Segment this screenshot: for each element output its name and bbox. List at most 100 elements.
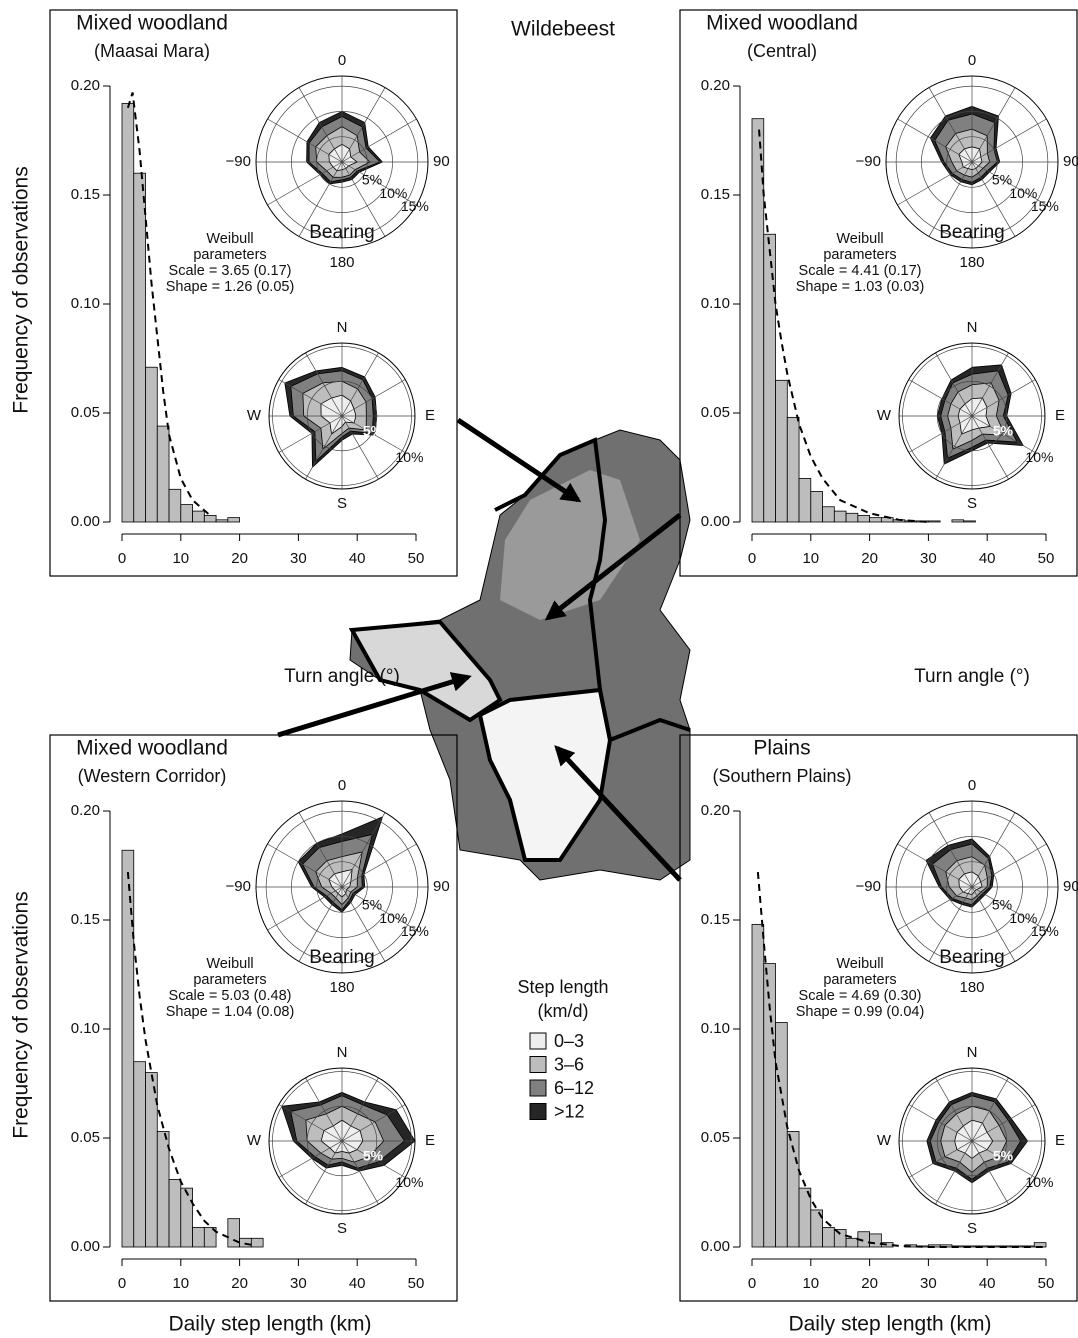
panel-title: Plains — [753, 737, 810, 760]
figure: Wildebeest Frequency of observations Fre… — [0, 0, 1078, 1338]
weibull-parameters: Weibull — [206, 956, 253, 972]
weibull-parameters: Shape = 0.99 (0.04) — [796, 1004, 925, 1020]
x-tick-label: 20 — [231, 1275, 248, 1292]
bar — [823, 1227, 835, 1247]
y-tick-label: 0.15 — [701, 186, 730, 203]
x-tick-label: 30 — [290, 550, 307, 567]
x-tick-label: 50 — [1038, 550, 1055, 567]
rose-angle-label: 0 — [338, 52, 346, 69]
y-tick-label: 0.20 — [71, 802, 100, 819]
x-tick-label: 40 — [979, 1275, 996, 1292]
x-tick-label: 10 — [172, 1275, 189, 1292]
legend-title: (km/d) — [538, 1001, 589, 1021]
rose-angle-label: N — [967, 1044, 978, 1061]
bar — [169, 1179, 181, 1247]
x-tick-label: 30 — [920, 1275, 937, 1292]
legend-label: 3–6 — [554, 1054, 584, 1074]
rose-angle-label: W — [877, 1132, 892, 1149]
legend-label: >12 — [554, 1101, 585, 1121]
panel-title: Mixed woodland — [706, 12, 858, 35]
x-axis-label: Daily step length (km) — [788, 1313, 991, 1336]
x-tick-label: 40 — [349, 550, 366, 567]
bar — [870, 1234, 882, 1247]
y-tick-label: 0.00 — [701, 513, 730, 530]
rose-angle-label: S — [967, 1220, 977, 1237]
rose-title: Bearing — [939, 947, 1005, 968]
rose-ring-label: 10% — [1025, 1174, 1053, 1190]
y-tick-label: 0.15 — [701, 911, 730, 928]
panel-subtitle: (Central) — [747, 41, 817, 61]
bar — [134, 1062, 146, 1247]
y-axis-label: Frequency of observations — [10, 166, 33, 413]
rose-angle-label: W — [247, 407, 262, 424]
bar — [752, 924, 764, 1247]
bar — [870, 518, 882, 522]
panel-subtitle: (Western Corridor) — [78, 766, 227, 786]
weibull-parameters: Scale = 5.03 (0.48) — [169, 988, 292, 1004]
y-tick-label: 0.05 — [71, 404, 100, 421]
rose-angle-label: N — [337, 319, 348, 336]
bar — [193, 1227, 205, 1247]
rose-ring-label: 10% — [395, 449, 423, 465]
y-axis-label: Frequency of observations — [10, 891, 33, 1138]
bar — [928, 521, 940, 522]
bar — [823, 507, 835, 522]
rose-angle-label: E — [425, 407, 435, 424]
rose-angle-label: −90 — [856, 153, 881, 170]
rose-angle-label: E — [1055, 407, 1065, 424]
x-tick-label: 0 — [118, 1275, 126, 1292]
x-tick-label: 20 — [861, 550, 878, 567]
x-tick-label: 20 — [861, 1275, 878, 1292]
rose-angle-label: 180 — [329, 254, 354, 271]
rose-angle-label: 180 — [959, 979, 984, 996]
x-tick-label: 40 — [349, 1275, 366, 1292]
bar — [799, 478, 811, 522]
y-tick-label: 0.05 — [701, 1129, 730, 1146]
rose-angle-label: W — [247, 1132, 262, 1149]
rose-angle-label: E — [425, 1132, 435, 1149]
rose-title: Bearing — [309, 947, 375, 968]
weibull-parameters: parameters — [823, 247, 896, 263]
rose-angle-label: 90 — [433, 878, 450, 895]
weibull-parameters: Shape = 1.26 (0.05) — [166, 279, 295, 295]
x-tick-label: 50 — [408, 550, 425, 567]
y-tick-label: 0.00 — [71, 513, 100, 530]
x-tick-label: 0 — [118, 550, 126, 567]
weibull-parameters: Weibull — [836, 231, 883, 247]
weibull-parameters: Weibull — [206, 231, 253, 247]
bar — [204, 515, 216, 522]
weibull-parameters: Scale = 4.41 (0.17) — [799, 263, 922, 279]
rose-angle-label: S — [337, 1220, 347, 1237]
rose-angle-label: 90 — [433, 153, 450, 170]
weibull-parameters: Shape = 1.04 (0.08) — [166, 1004, 295, 1020]
bar — [764, 234, 776, 522]
y-tick-label: 0.05 — [71, 1129, 100, 1146]
bar — [858, 515, 870, 522]
x-axis-label: Daily step length (km) — [168, 1313, 371, 1336]
y-tick-label: 0.10 — [71, 1020, 100, 1037]
bar — [122, 103, 134, 522]
x-tick-label: 10 — [172, 550, 189, 567]
weibull-parameters: Shape = 1.03 (0.03) — [796, 279, 925, 295]
rose-ring-label: 15% — [401, 923, 429, 939]
bar — [216, 520, 228, 522]
legend-swatch — [530, 1104, 546, 1120]
y-tick-label: 0.10 — [701, 295, 730, 312]
x-tick-label: 30 — [290, 1275, 307, 1292]
x-tick-label: 50 — [1038, 1275, 1055, 1292]
y-tick-label: 0.00 — [71, 1238, 100, 1255]
x-tick-label: 40 — [979, 550, 996, 567]
rose-ring-label: 5% — [363, 1147, 384, 1163]
rose-ring-label: 5% — [993, 422, 1014, 438]
bar — [251, 1238, 263, 1247]
bar — [134, 173, 146, 522]
legend-label: 0–3 — [554, 1031, 584, 1051]
y-tick-label: 0.10 — [71, 295, 100, 312]
y-tick-label: 0.05 — [701, 404, 730, 421]
x-tick-label: 50 — [408, 1275, 425, 1292]
weibull-parameters: parameters — [193, 247, 266, 263]
rose-angle-label: −90 — [226, 878, 251, 895]
rose-ring-label: 15% — [1031, 198, 1059, 214]
rose-angle-label: E — [1055, 1132, 1065, 1149]
bar — [834, 1230, 846, 1247]
